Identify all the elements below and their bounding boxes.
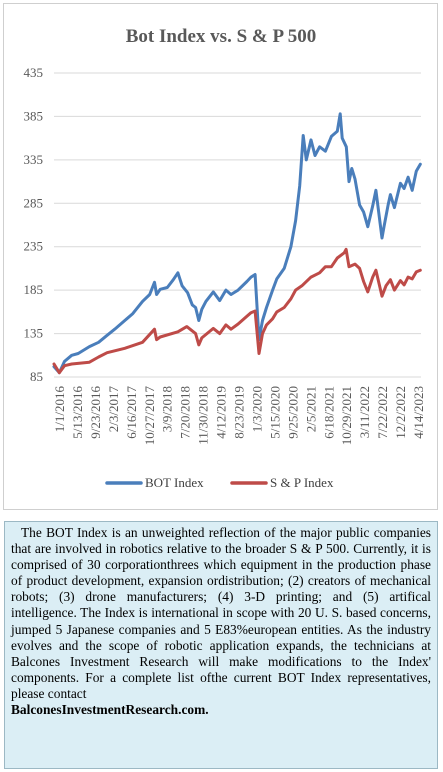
x-tick-label: 5/13/2016 (70, 386, 85, 439)
x-tick-label: 10/29/2021 (339, 386, 354, 445)
x-tick-label: 7/20/2018 (178, 386, 193, 439)
x-tick-label: 1/1/2016 (52, 386, 67, 433)
x-tick-label: 5/15/2020 (267, 386, 282, 439)
legend-label: BOT Index (145, 475, 204, 490)
x-tick-label: 2/5/2021 (303, 386, 318, 432)
y-tick-label: 335 (24, 152, 44, 167)
x-axis: 1/1/2016 5/13/2016 9/23/2016 2/3/2017 6/16/2… (52, 386, 426, 446)
x-tick-label: 4/12/2019 (214, 386, 229, 439)
x-tick-label: 9/23/2016 (88, 386, 103, 439)
y-tick-label: 385 (24, 108, 44, 123)
y-tick-label: 135 (24, 326, 44, 341)
x-tick-label: 8/23/2019 (232, 386, 247, 439)
y-tick-label: 235 (24, 239, 44, 254)
chart-panel: Bot Index vs. S & P 500 85 135 185 235 285 33… (3, 3, 438, 510)
x-tick-label: 11/30/2018 (196, 386, 211, 445)
legend: BOT Index S & P Index (105, 475, 334, 490)
x-tick-label: 12/2/2022 (393, 386, 408, 439)
x-tick-label: 6/16/2017 (124, 386, 139, 439)
series-line-s-p-index (52, 247, 422, 375)
y-axis: 85 135 185 235 285 335 385 435 (24, 65, 44, 384)
x-tick-label: 10/27/2017 (142, 386, 157, 446)
description-paragraph: The BOT Index is an unweighted reflectio… (11, 525, 431, 701)
x-tick-label: 3/9/2018 (160, 386, 175, 432)
x-tick-label: 3/11/2022 (357, 386, 372, 438)
x-tick-label: 2/3/2017 (106, 386, 121, 433)
x-tick-label: 4/14/2023 (411, 386, 426, 439)
y-tick-label: 285 (24, 195, 44, 210)
legend-label: S & P Index (270, 475, 334, 490)
x-tick-label: 9/25/2020 (285, 386, 300, 439)
x-tick-label: 7/22/2022 (375, 386, 390, 439)
y-tick-label: 85 (30, 369, 43, 384)
series-line-bot-index (52, 112, 422, 375)
chart: Bot Index vs. S & P 500 85 135 185 235 285 33… (24, 26, 427, 490)
x-tick-label: 6/18/2021 (321, 386, 336, 439)
x-tick-label: 1/3/2020 (249, 386, 264, 432)
contact-link[interactable]: BalconesInvestmentResearch.com. (11, 702, 209, 718)
description-box: The BOT Index is an unweighted reflectio… (4, 521, 438, 769)
chart-title: Bot Index vs. S & P 500 (126, 26, 317, 47)
series-lines (52, 112, 422, 375)
y-tick-label: 435 (24, 65, 44, 80)
y-tick-label: 185 (24, 282, 44, 297)
